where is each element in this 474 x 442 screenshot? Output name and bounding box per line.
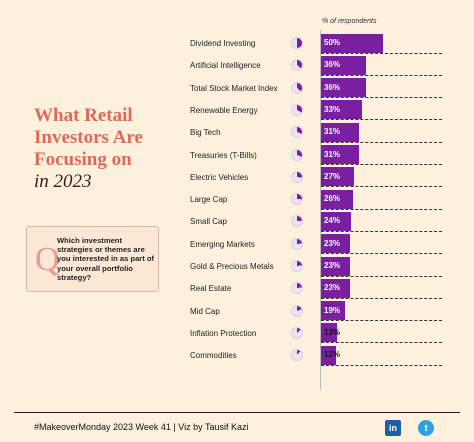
- question-letter: Q: [35, 241, 60, 278]
- row-baseline: [321, 230, 442, 232]
- row-baseline: [321, 275, 442, 277]
- pie-indicator-icon: [291, 37, 303, 49]
- pie-indicator-icon: [291, 170, 303, 183]
- bar-value-label: 50%: [324, 38, 341, 47]
- pie-indicator-icon: [291, 237, 303, 250]
- bar: [321, 55, 366, 75]
- bar-value-label: 27%: [324, 171, 341, 181]
- bar: [321, 33, 383, 53]
- category-label: Big Tech: [190, 128, 221, 138]
- row-baseline: [321, 253, 442, 255]
- bar: [321, 234, 350, 254]
- bar-value-label: 12%: [324, 350, 341, 360]
- category-label: Large Cap: [190, 195, 228, 205]
- category-label: Mid Cap: [190, 306, 220, 316]
- pie-indicator-icon: [291, 260, 303, 272]
- row-baseline: [321, 342, 442, 344]
- category-label: Renewable Energy: [190, 105, 258, 115]
- pie-indicator-icon: [291, 349, 303, 362]
- bar: [321, 189, 354, 209]
- category-label: Dividend Investing: [190, 39, 256, 48]
- bar-value-label: 36%: [324, 82, 341, 92]
- bar: [321, 145, 360, 164]
- row-baseline: [321, 74, 442, 76]
- pie-indicator-icon: [291, 59, 303, 72]
- title-line-3: Focusing on: [34, 149, 132, 170]
- pie-indicator-icon: [291, 304, 303, 317]
- footer-divider: [14, 412, 460, 413]
- bar: [321, 100, 362, 120]
- row-baseline: [321, 52, 442, 54]
- row-baseline: [321, 320, 442, 322]
- category-label: Total Stock Market Index: [190, 83, 278, 93]
- bar: [321, 278, 350, 298]
- bar: [321, 211, 351, 231]
- pie-indicator-icon: [291, 103, 303, 116]
- bar: [321, 323, 338, 343]
- pie-indicator-icon: [291, 282, 303, 295]
- pie-indicator-icon: [291, 126, 303, 139]
- bar-value-label: 33%: [324, 104, 341, 114]
- linkedin-icon[interactable]: in: [385, 420, 401, 436]
- bar: [321, 301, 345, 321]
- category-label: Treasuries (T-Bills): [190, 150, 257, 160]
- title-line-1: What Retail: [34, 105, 133, 126]
- pie-indicator-icon: [291, 148, 303, 161]
- category-label: Inflation Protection: [190, 328, 257, 338]
- category-label: Gold & Precious Metals: [190, 262, 274, 271]
- row-baseline: [321, 119, 442, 121]
- bar-value-label: 31%: [324, 127, 341, 137]
- bar: [321, 256, 350, 276]
- category-label: Artificial Intelligence: [190, 61, 261, 71]
- bar-value-label: 23%: [324, 283, 341, 293]
- row-baseline: [321, 208, 442, 210]
- bar-value-label: 23%: [324, 261, 341, 270]
- row-baseline: [321, 97, 442, 99]
- row-baseline: [321, 141, 442, 143]
- row-baseline: [321, 186, 442, 188]
- axis-line: [320, 30, 321, 390]
- question-box: Q Which investment strategies or themes …: [26, 226, 159, 292]
- title-line-2: Investors Are: [34, 127, 143, 148]
- bar-value-label: 23%: [324, 238, 341, 248]
- value-header: % of respondents: [322, 18, 377, 25]
- category-label: Real Estate: [190, 284, 232, 294]
- pie-indicator-icon: [291, 81, 303, 94]
- row-baseline: [321, 164, 442, 165]
- title-block: What Retail Investors Are Focusing on in…: [34, 105, 184, 193]
- pie-indicator-icon: [291, 193, 303, 206]
- bar-value-label: 13%: [324, 327, 341, 337]
- bar: [321, 167, 355, 187]
- row-baseline: [321, 297, 442, 299]
- question-text: Which investment strategies or themes ar…: [57, 236, 155, 282]
- title-line-4: in 2023: [34, 171, 92, 192]
- row-baseline: [321, 364, 442, 366]
- footer-credit: #MakeoverMonday 2023 Week 41 | Viz by Ta…: [34, 422, 249, 432]
- bar-value-label: 19%: [324, 305, 341, 315]
- category-label: Emerging Markets: [190, 239, 255, 249]
- bar-value-label: 26%: [324, 194, 341, 204]
- category-label: Commodities: [190, 351, 237, 361]
- bar-value-label: 24%: [324, 216, 341, 226]
- category-label: Electric Vehicles: [190, 172, 249, 182]
- bar: [321, 122, 360, 142]
- category-label: Small Cap: [190, 217, 227, 227]
- pie-indicator-icon: [291, 215, 303, 228]
- bar: [321, 78, 366, 98]
- bar-value-label: 36%: [324, 60, 341, 70]
- pie-indicator-icon: [291, 326, 303, 339]
- bar: [321, 345, 336, 365]
- bar-value-label: 31%: [324, 149, 341, 159]
- twitter-icon[interactable]: t: [418, 420, 434, 436]
